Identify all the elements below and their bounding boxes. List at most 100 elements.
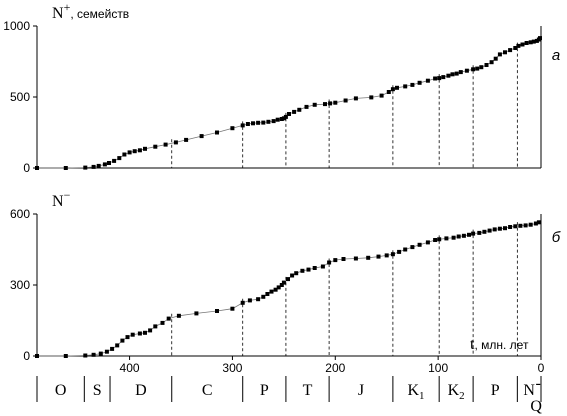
data-point	[266, 119, 271, 124]
data-point	[279, 283, 284, 287]
y-tick-label: 0	[23, 161, 30, 175]
series-line	[37, 37, 541, 169]
data-point	[240, 300, 245, 305]
data-point	[403, 247, 408, 252]
data-point	[312, 102, 317, 107]
data-point	[461, 233, 466, 238]
period-label: J	[358, 382, 364, 399]
data-point	[456, 234, 461, 239]
data-point	[433, 238, 438, 242]
data-point	[163, 142, 168, 147]
data-point	[306, 267, 311, 272]
data-point	[137, 331, 142, 336]
data-point	[451, 235, 456, 240]
data-point	[35, 354, 39, 358]
data-point	[283, 114, 288, 119]
data-point	[471, 231, 476, 236]
panel-b: 0 300 600 400 300 200 100 0 N− б t, млн. лет	[10, 188, 561, 375]
data-point	[386, 90, 391, 94]
data-point	[230, 126, 235, 131]
data-point	[96, 163, 101, 168]
data-point	[292, 109, 297, 114]
period-label: S	[93, 382, 102, 399]
data-point	[533, 221, 538, 226]
period-label-main: N	[523, 382, 535, 399]
data-point	[489, 60, 494, 65]
period-label-main: J	[358, 382, 364, 399]
data-point	[497, 52, 502, 57]
data-point	[132, 149, 137, 154]
data-point	[446, 73, 451, 78]
data-point	[83, 353, 88, 358]
period-label-main: P	[260, 382, 269, 399]
data-point	[538, 36, 542, 41]
data-point	[287, 112, 291, 116]
data-point	[531, 39, 536, 44]
data-point	[107, 161, 111, 165]
data-point	[482, 229, 487, 234]
data-point	[273, 287, 278, 292]
data-point	[137, 148, 142, 153]
data-point	[110, 346, 115, 351]
period-label-main: D	[135, 382, 147, 399]
data-point	[479, 65, 484, 70]
data-point	[353, 96, 358, 101]
x-tick-label: 300	[222, 361, 242, 375]
period-label: Р	[491, 382, 500, 399]
data-point	[471, 67, 476, 72]
data-point	[520, 42, 525, 47]
period-label-main: K	[407, 382, 419, 399]
data-point	[104, 349, 109, 354]
data-point	[230, 306, 235, 311]
data-point	[269, 289, 274, 294]
data-point	[528, 40, 533, 45]
x-tick-label: 100	[428, 361, 448, 375]
y-axis-label-main: N	[52, 5, 64, 22]
data-point	[312, 266, 317, 270]
data-point	[523, 223, 528, 228]
data-point	[91, 164, 96, 169]
y-axis-label-rest: , семейств	[70, 7, 129, 21]
data-point	[341, 257, 346, 261]
data-point	[153, 324, 158, 329]
data-point	[256, 297, 261, 302]
data-point	[458, 70, 463, 75]
data-point	[294, 271, 299, 276]
period-label: K2	[448, 382, 465, 402]
data-point	[176, 313, 181, 318]
data-point	[160, 320, 165, 325]
y-tick-label: 500	[10, 90, 30, 104]
data-point	[390, 87, 395, 92]
data-point	[464, 68, 469, 73]
data-point	[194, 311, 199, 316]
period-label-main: O	[55, 382, 67, 399]
data-point	[261, 294, 266, 299]
panel-a: 0 500 1000 N+, семейств а	[3, 0, 560, 175]
data-point	[83, 165, 88, 170]
period-label-main: S	[93, 382, 102, 399]
data-point	[475, 66, 480, 71]
data-point	[524, 41, 529, 45]
data-point	[376, 254, 381, 259]
data-point	[508, 225, 513, 229]
data-point	[91, 352, 96, 357]
period-label-main: Р	[491, 382, 500, 399]
data-point	[184, 137, 189, 142]
data-point	[492, 227, 497, 232]
data-point	[450, 72, 455, 77]
data-point	[143, 330, 147, 335]
period-label: D	[135, 382, 147, 399]
data-point	[281, 280, 286, 285]
data-point	[513, 46, 518, 50]
data-point	[297, 107, 302, 112]
y-axis-label-main: N	[52, 193, 64, 210]
x-axis-label-rest: , млн. лет	[474, 338, 528, 352]
y-axis-label-sup: −	[64, 188, 71, 202]
data-point	[487, 228, 492, 233]
data-point	[117, 156, 122, 161]
data-point	[327, 260, 332, 265]
data-point	[130, 332, 135, 337]
period-label-main: K	[448, 382, 460, 399]
data-point	[247, 298, 252, 303]
period-label-sub: 2	[459, 390, 465, 402]
